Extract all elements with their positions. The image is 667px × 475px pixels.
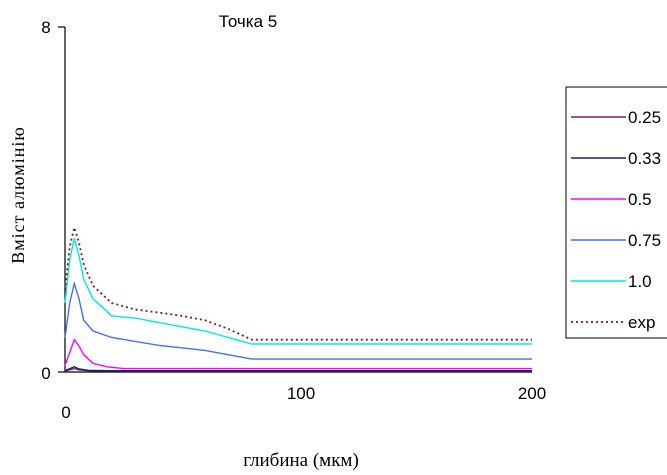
x-tick-label-0: 0 (61, 403, 70, 422)
series-line-1-0 (64, 238, 532, 345)
x-tick-label-200: 200 (518, 384, 546, 403)
series-line-0-75 (64, 280, 532, 360)
legend-label-0-25: 0.25 (628, 108, 661, 127)
x-tick-label-100: 100 (287, 384, 315, 403)
legend-label-0-33: 0.33 (628, 149, 661, 168)
x-axis-label: глибина (мкм) (243, 450, 359, 471)
legend-box (565, 86, 667, 339)
series-line-0-5 (64, 338, 532, 370)
legend-label-1-0: 1.0 (628, 272, 652, 291)
legend: 0.25 0.33 0.5 0.75 1.0 exp (571, 108, 661, 332)
y-axis-label: Вміст алюмінію (8, 126, 28, 264)
y-tick-label-top: 8 (41, 18, 50, 37)
legend-label-exp: exp (628, 313, 655, 332)
legend-label-0-75: 0.75 (628, 231, 661, 250)
chart-title: Точка 5 (219, 12, 277, 31)
series-layer (64, 224, 532, 372)
series-line-0-33 (64, 366, 532, 372)
y-tick-label-bottom: 0 (41, 364, 50, 383)
series-line-exp (64, 224, 532, 341)
legend-label-0-5: 0.5 (628, 190, 652, 209)
